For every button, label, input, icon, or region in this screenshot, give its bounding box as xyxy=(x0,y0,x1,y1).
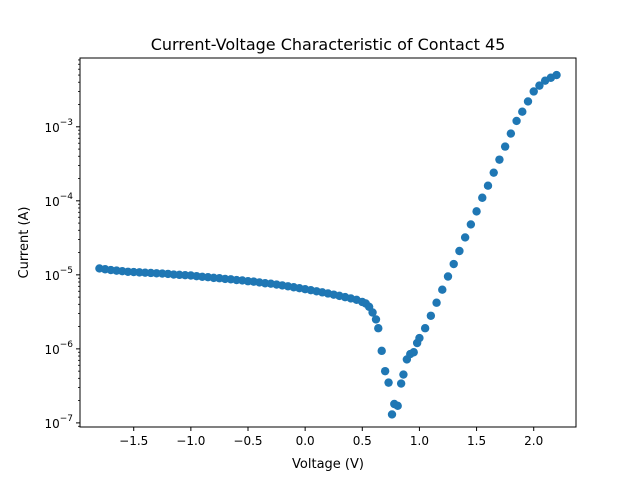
data-point xyxy=(438,285,447,294)
data-point xyxy=(426,311,436,320)
data-point xyxy=(371,315,381,324)
data-point xyxy=(512,116,521,126)
data-point xyxy=(377,346,386,356)
data-point xyxy=(443,272,453,281)
plot-frame xyxy=(79,57,577,428)
x-axis-label: Voltage (V) xyxy=(292,457,364,472)
x-tick-label: −1.0 xyxy=(176,434,205,448)
data-point xyxy=(420,324,430,333)
x-tick-label: 0.5 xyxy=(353,434,372,448)
data-point xyxy=(552,70,561,80)
y-tick-exponent: −4 xyxy=(60,192,74,202)
data-point xyxy=(518,107,527,116)
y-tick-base: 10 xyxy=(44,343,59,357)
y-tick-exponent: −3 xyxy=(60,118,73,128)
y-tick-exponent: −5 xyxy=(60,266,73,276)
chart-title: Current-Voltage Characteristic of Contac… xyxy=(151,35,506,54)
data-point xyxy=(466,220,476,229)
data-points xyxy=(95,70,561,419)
y-tick-label: 10−3 xyxy=(44,118,73,135)
data-point xyxy=(500,142,510,151)
x-axis-ticks: −1.5 −1.0 −0.5 0.0 0.5 1.0 1.5 2.0 xyxy=(119,427,543,448)
y-tick-label: 10−5 xyxy=(44,266,73,283)
data-point xyxy=(384,378,393,387)
data-point xyxy=(455,246,464,256)
data-point xyxy=(449,259,458,269)
data-point xyxy=(432,298,441,307)
data-point xyxy=(489,168,498,177)
data-point xyxy=(535,81,544,90)
y-tick-label: 10−6 xyxy=(44,340,73,357)
data-point xyxy=(495,155,504,164)
data-point xyxy=(483,181,493,190)
data-point xyxy=(374,324,383,333)
data-point xyxy=(399,370,408,379)
data-point xyxy=(478,193,487,202)
y-axis-label: Current (A) xyxy=(17,207,32,279)
x-tick-label: −1.5 xyxy=(119,434,148,448)
x-tick-label: 1.5 xyxy=(467,434,486,448)
data-point xyxy=(380,366,390,376)
x-tick-label: 0.0 xyxy=(296,434,315,448)
data-point xyxy=(472,207,481,216)
data-point xyxy=(368,308,377,317)
x-tick-label: 2.0 xyxy=(524,434,543,448)
y-tick-base: 10 xyxy=(44,417,59,431)
data-point xyxy=(396,379,406,388)
x-tick-label: −0.5 xyxy=(233,434,262,448)
y-tick-exponent: −6 xyxy=(60,340,74,350)
y-tick-base: 10 xyxy=(44,121,59,135)
y-tick-label: 10−7 xyxy=(44,414,73,431)
y-tick-base: 10 xyxy=(44,195,59,209)
data-point xyxy=(415,333,424,343)
y-tick-exponent: −7 xyxy=(60,414,73,424)
data-point xyxy=(409,348,418,357)
data-point xyxy=(387,410,397,419)
data-point xyxy=(506,129,516,138)
x-tick-label: 1.0 xyxy=(410,434,429,448)
y-tick-label: 10−4 xyxy=(44,192,73,209)
y-axis-ticks: 10−710−610−510−410−3 xyxy=(44,59,80,431)
data-point xyxy=(393,401,402,411)
data-point xyxy=(523,97,533,106)
y-tick-base: 10 xyxy=(44,269,59,283)
data-point xyxy=(460,233,470,242)
data-point xyxy=(529,87,538,96)
